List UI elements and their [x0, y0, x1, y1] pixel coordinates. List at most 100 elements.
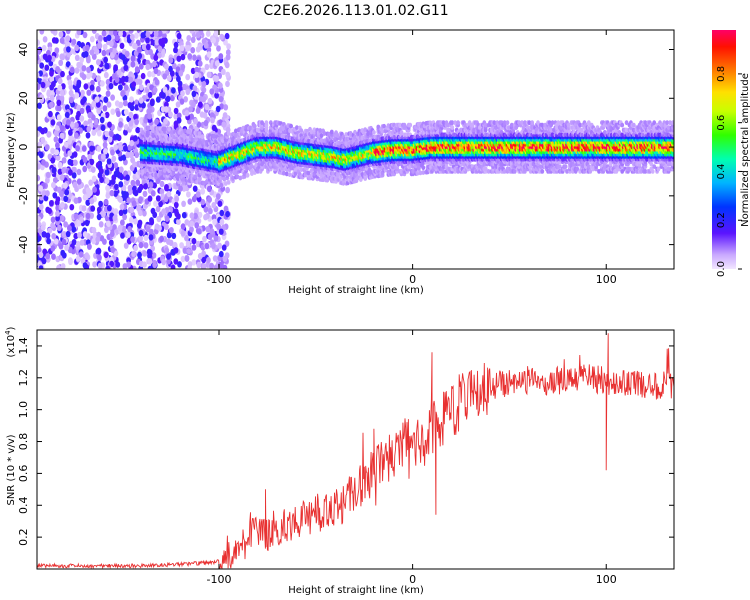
spectrogram-cell: [120, 90, 125, 97]
spectrogram-cell: [194, 66, 200, 74]
spectrogram-cell: [168, 57, 174, 64]
spectrogram-cell: [50, 55, 56, 62]
spectrogram-cell: [109, 130, 114, 138]
spectrogram-cell: [127, 225, 133, 233]
spectrogram-cell: [170, 94, 175, 102]
spectrogram-cell: [203, 42, 209, 49]
spectrogram-cell: [54, 149, 60, 156]
spectrogram-cell: [138, 241, 144, 249]
spectrogram-cell: [155, 96, 161, 103]
spectrogram-cell: [80, 89, 85, 97]
spectrogram-cell: [76, 168, 82, 176]
spectrogram-cell: [84, 252, 90, 259]
spectrogram-cell: [45, 206, 51, 213]
spectrogram-cell: [214, 92, 220, 99]
spectrogram-cell: [118, 121, 123, 128]
spectrogram-cell: [159, 188, 165, 195]
spectrogram-cell: [216, 45, 221, 52]
spectrogram-cell: [202, 112, 208, 119]
spectrogram-cell: [209, 112, 215, 119]
spectrogram-cell: [205, 30, 211, 37]
spectrogram-cell: [134, 151, 140, 159]
spectrogram-cell: [111, 155, 117, 163]
spectrogram-cell: [173, 107, 179, 115]
spectrogram-cell: [75, 145, 80, 152]
spectrogram-cell: [76, 81, 81, 89]
spectrogram-cell: [214, 60, 220, 67]
spectrogram-cell: [75, 255, 81, 262]
spectrogram-cell: [133, 189, 139, 197]
spectrogram-cell: [216, 223, 222, 231]
spectrogram-cell: [118, 166, 124, 173]
spectrogram-cell: [161, 258, 167, 266]
spectrogram-cell: [153, 67, 159, 75]
spectrogram-cell: [110, 246, 116, 253]
spectrogram-cell: [96, 130, 102, 137]
spectrogram-cell: [92, 186, 97, 193]
spectrogram-cell: [67, 79, 73, 86]
spectrogram-cell: [164, 101, 169, 108]
spectrogram-cell: [74, 122, 79, 129]
spectrogram-cell: [137, 78, 143, 86]
spectrogram-cell: [37, 54, 40, 61]
spectrogram-cell: [116, 110, 121, 118]
spectrogram-cell: [103, 71, 109, 79]
spectrogram-cell: [129, 33, 135, 41]
spectrogram-cell: [147, 258, 153, 265]
spectrogram-cell: [45, 171, 51, 179]
spectrogram-cell: [219, 218, 225, 226]
spectrogram-cell: [180, 230, 186, 237]
spectrogram-cell: [128, 30, 134, 34]
spectrogram-cell: [65, 35, 71, 42]
spectrogram-cell: [53, 136, 59, 143]
spectrogram-cell: [140, 72, 146, 80]
spectrogram-cell: [37, 221, 42, 228]
spectrogram-cell: [89, 212, 94, 219]
spectrogram-cell: [173, 201, 179, 209]
spectrogram-cell: [57, 84, 63, 92]
spectrogram-cell: [177, 261, 182, 268]
spectrogram-cell: [219, 209, 225, 217]
spectrogram-cell: [138, 97, 144, 104]
spectrogram-cell: [112, 48, 118, 55]
spectrogram-cell: [51, 253, 56, 260]
spectrogram-cell: [41, 159, 46, 166]
spectrogram-cell: [122, 263, 128, 269]
spectrogram-cell: [176, 32, 182, 40]
spectrogram-cell: [189, 226, 194, 233]
spectrogram-cell: [91, 30, 97, 34]
spectrogram-cell: [134, 99, 139, 106]
spectrogram-cell: [96, 213, 102, 221]
spectrogram-cell: [181, 212, 187, 219]
spectrogram-cell: [89, 84, 95, 91]
spectrogram-cell: [65, 61, 71, 68]
spectrogram-cell: [65, 230, 71, 238]
spectrogram-cell: [168, 111, 173, 118]
spectrogram-cell: [55, 210, 60, 217]
spectrogram-cell: [145, 31, 151, 38]
spectrogram-cell: [69, 66, 75, 74]
spectrogram-cell: [46, 90, 52, 98]
spectrogram-cell: [137, 46, 142, 54]
spectrogram-cell: [112, 224, 117, 231]
spectrogram-cell: [45, 190, 50, 197]
spectrogram-cell: [197, 252, 203, 260]
spectrogram-cell: [245, 172, 250, 178]
spectrogram-cell: [45, 81, 51, 88]
spectrogram-cell: [129, 104, 135, 112]
spectrogram-cell: [148, 234, 154, 241]
spectrogram-cell: [76, 30, 82, 36]
spectrogram-cell: [74, 44, 80, 52]
spectrogram-cell: [126, 197, 132, 204]
spectrogram-cell: [101, 30, 107, 37]
spectrogram-cell: [173, 247, 179, 254]
spectrogram-cell: [76, 220, 82, 227]
spectrogram-cell: [103, 148, 108, 155]
spectrogram-cell: [211, 202, 217, 209]
spectrogram-cell: [207, 196, 213, 203]
spectrogram-cell: [164, 223, 169, 230]
spectrogram-cell: [187, 53, 193, 60]
spectrogram-cell: [123, 84, 129, 91]
spectrogram-cell: [137, 219, 143, 226]
spectrogram-cell: [157, 30, 163, 37]
